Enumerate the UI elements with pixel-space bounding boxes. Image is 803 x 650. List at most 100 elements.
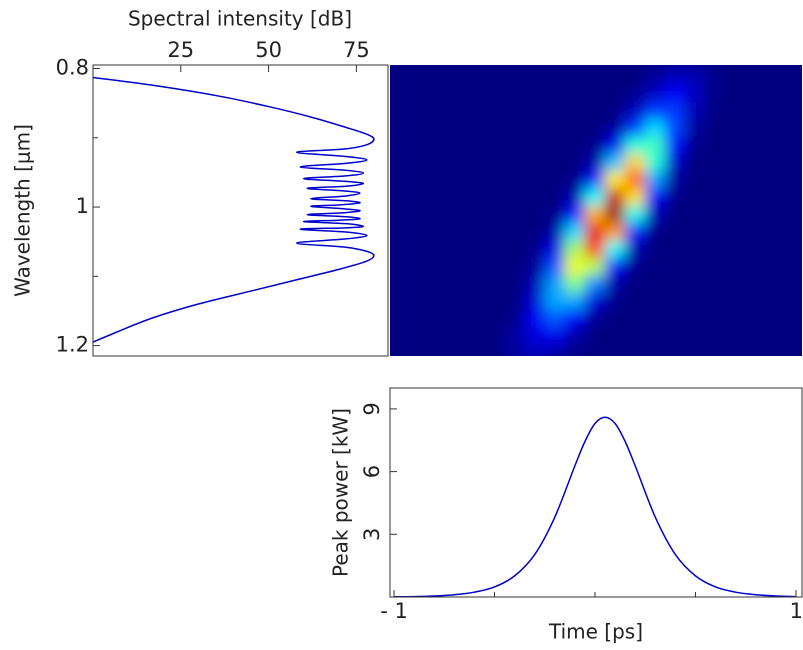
heatmap-cell <box>684 222 707 241</box>
heatmap-cell <box>745 256 767 276</box>
heatmap-cell <box>664 274 686 293</box>
heatmap-cell <box>504 187 526 206</box>
heatmap-cell <box>544 100 566 120</box>
heatmap-cell <box>544 152 566 172</box>
heatmap-cell <box>463 204 485 224</box>
heatmap-cell <box>483 135 506 154</box>
heatmap-cell <box>684 239 707 258</box>
heatmap-cell <box>765 256 787 276</box>
heatmap-cell <box>785 100 802 120</box>
heatmap-cell <box>443 100 465 120</box>
heatmap-cell <box>463 343 485 356</box>
plot-frame <box>92 64 389 357</box>
heatmap-cell <box>390 170 405 189</box>
heatmap-cell <box>624 308 646 328</box>
heatmap-cell <box>524 291 546 310</box>
heatmap-cell <box>684 135 707 154</box>
heatmap-cell <box>785 326 802 345</box>
heatmap-cell <box>564 204 586 224</box>
heatmap-cell <box>705 118 727 137</box>
heatmap-cell <box>584 187 606 206</box>
heatmap-cell <box>403 66 425 85</box>
y-tick-label: 3 <box>360 528 384 541</box>
heatmap-cell <box>390 308 405 328</box>
heatmap-cell <box>705 222 727 241</box>
heatmap-cell <box>544 204 566 224</box>
heatmap-cell <box>390 274 405 293</box>
heatmap-cell <box>443 308 465 328</box>
heatmap-cell <box>524 152 546 172</box>
heatmap-cell <box>564 66 586 85</box>
heatmap-cell <box>725 326 747 345</box>
heatmap-cell <box>443 204 465 224</box>
heatmap-cell <box>564 291 586 310</box>
heatmap-cell <box>483 204 506 224</box>
heatmap-cell <box>644 187 666 206</box>
heatmap-cell <box>544 66 566 85</box>
heatmap-cell <box>504 66 526 85</box>
heatmap-cell <box>624 100 646 120</box>
heatmap-cell <box>564 256 586 276</box>
heatmap-cell <box>604 100 626 120</box>
heatmap-cell <box>705 256 727 276</box>
heatmap-cell <box>463 135 485 154</box>
heatmap-cell <box>725 118 747 137</box>
heatmap-cell <box>624 83 646 102</box>
heatmap-cell <box>664 187 686 206</box>
heatmap-cell <box>705 204 727 224</box>
heatmap-cell <box>524 239 546 258</box>
heatmap-cell <box>483 222 506 241</box>
heatmap-cell <box>544 291 566 310</box>
heatmap-cell <box>684 308 707 328</box>
y-tick-label: 1 <box>76 194 89 218</box>
heatmap-cell <box>624 66 646 85</box>
heatmap-cell <box>604 152 626 172</box>
heatmap-cell <box>403 135 425 154</box>
heatmap-cell <box>463 100 485 120</box>
heatmap-cell <box>725 291 747 310</box>
heatmap-cell <box>483 66 506 85</box>
heatmap-cell <box>504 204 526 224</box>
heatmap-cell <box>664 170 686 189</box>
heatmap-cell <box>684 83 707 102</box>
heatmap-cell <box>745 135 767 154</box>
heatmap-cell <box>403 100 425 120</box>
heatmap-cell <box>745 204 767 224</box>
heatmap-cell <box>564 222 586 241</box>
heatmap-cell <box>504 326 526 345</box>
heatmap-cell <box>403 187 425 206</box>
heatmap-cell <box>644 100 666 120</box>
heatmap-cell <box>705 135 727 154</box>
heatmap-cell <box>745 343 767 356</box>
heatmap-cell <box>544 83 566 102</box>
heatmap-cell <box>483 118 506 137</box>
heatmap-cell <box>524 326 546 345</box>
heatmap-cell <box>403 222 425 241</box>
heatmap-cell <box>463 222 485 241</box>
heatmap-cell <box>524 222 546 241</box>
heatmap-cell <box>584 66 606 85</box>
heatmap-cell <box>524 204 546 224</box>
heatmap-cell <box>390 83 405 102</box>
heatmap-cell <box>644 83 666 102</box>
heatmap-cell <box>390 135 405 154</box>
heatmap-cell <box>765 326 787 345</box>
heatmap-cell <box>584 135 606 154</box>
heatmap-cell <box>443 343 465 356</box>
heatmap-cell <box>664 100 686 120</box>
heatmap-cell <box>504 170 526 189</box>
heatmap-cell <box>684 187 707 206</box>
heatmap-cell <box>664 256 686 276</box>
y-axis-label: Wavelength [μm] <box>11 124 35 297</box>
heatmap-cell <box>443 274 465 293</box>
heatmap-cell <box>725 204 747 224</box>
heatmap-cell <box>604 66 626 85</box>
heatmap-cell <box>584 291 606 310</box>
heatmap-cell <box>483 100 506 120</box>
heatmap-cell <box>785 308 802 328</box>
heatmap-cell <box>725 135 747 154</box>
heatmap-cell <box>705 66 727 85</box>
heatmap-cell <box>604 239 626 258</box>
heatmap-cell <box>765 118 787 137</box>
